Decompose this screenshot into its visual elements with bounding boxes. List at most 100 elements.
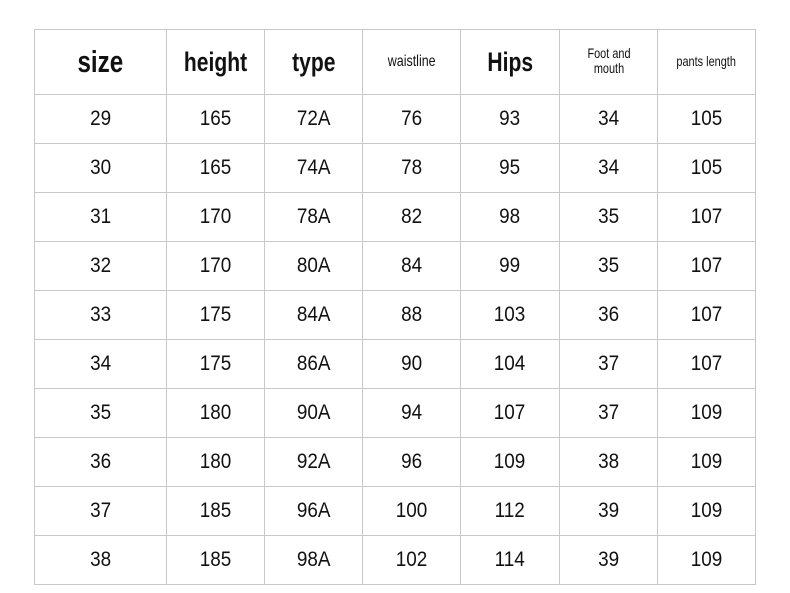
table-cell: 88 <box>362 290 461 340</box>
cell-value: 84 <box>400 254 423 277</box>
table-cell: 39 <box>559 535 658 585</box>
table-cell: 107 <box>657 241 756 291</box>
table-cell: 102 <box>362 535 461 585</box>
cell-value: 39 <box>597 499 620 522</box>
cell-value: 84A <box>296 303 331 326</box>
header-height: height <box>166 29 265 95</box>
table-row: 35 180 90A 94 107 37 109 <box>34 388 756 438</box>
table-row: 29 165 72A 76 93 34 105 <box>34 94 756 144</box>
table-cell: 34 <box>559 94 658 144</box>
table-cell: 105 <box>657 94 756 144</box>
cell-value: 109 <box>690 548 723 571</box>
table-row: 34 175 86A 90 104 37 107 <box>34 339 756 389</box>
table-cell: 109 <box>657 437 756 487</box>
table-cell: 33 <box>34 290 167 340</box>
header-label: Foot and mouth <box>586 45 631 76</box>
cell-value: 38 <box>89 548 112 571</box>
header-label: pants length <box>676 53 737 69</box>
table-cell: 107 <box>657 339 756 389</box>
table-cell: 39 <box>559 486 658 536</box>
cell-value: 109 <box>494 450 526 473</box>
cell-value: 90A <box>296 401 331 424</box>
table-row: 32 170 80A 84 99 35 107 <box>34 241 756 291</box>
cell-value: 170 <box>199 205 232 228</box>
cell-value: 165 <box>199 107 232 130</box>
cell-value: 165 <box>199 156 232 179</box>
table-cell: 35 <box>559 241 658 291</box>
cell-value: 35 <box>89 401 112 424</box>
cell-value: 78A <box>296 205 331 228</box>
cell-value: 92A <box>296 450 331 473</box>
table-cell: 37 <box>34 486 167 536</box>
cell-value: 175 <box>199 303 232 326</box>
table-cell: 96A <box>264 486 363 536</box>
cell-value: 100 <box>395 499 428 522</box>
table-cell: 37 <box>559 339 658 389</box>
table-cell: 170 <box>166 241 265 291</box>
cell-value: 90 <box>400 352 423 375</box>
table-cell: 82 <box>362 192 461 242</box>
cell-value: 72A <box>296 107 331 130</box>
cell-value: 94 <box>400 401 423 424</box>
table-cell: 175 <box>166 290 265 340</box>
table-cell: 185 <box>166 486 265 536</box>
cell-value: 105 <box>690 107 723 130</box>
table-row: 33 175 84A 88 103 36 107 <box>34 290 756 340</box>
table-cell: 84A <box>264 290 363 340</box>
cell-value: 30 <box>89 156 112 179</box>
cell-value: 175 <box>199 352 232 375</box>
table-cell: 36 <box>34 437 167 487</box>
table-cell: 105 <box>657 143 756 193</box>
table-cell: 100 <box>362 486 461 536</box>
table-cell: 36 <box>559 290 658 340</box>
table-cell: 86A <box>264 339 363 389</box>
cell-value: 107 <box>690 254 723 277</box>
table-cell: 30 <box>34 143 167 193</box>
table-cell: 109 <box>657 388 756 438</box>
table-cell: 34 <box>559 143 658 193</box>
table-cell: 185 <box>166 535 265 585</box>
table-cell: 35 <box>559 192 658 242</box>
header-label: waistline <box>387 53 436 70</box>
cell-value: 37 <box>597 401 620 424</box>
table-cell: 80A <box>264 241 363 291</box>
header-row: size height type waistline Hips Foot and… <box>34 29 756 95</box>
cell-value: 74A <box>296 156 331 179</box>
table-cell: 114 <box>460 535 560 585</box>
header-size: size <box>34 29 167 95</box>
cell-value: 35 <box>597 205 620 228</box>
header-label: height <box>183 46 248 77</box>
table-cell: 74A <box>264 143 363 193</box>
table-cell: 95 <box>460 143 560 193</box>
table-cell: 109 <box>460 437 560 487</box>
table-cell: 165 <box>166 143 265 193</box>
cell-value: 185 <box>199 548 232 571</box>
cell-value: 95 <box>499 156 521 179</box>
table-cell: 34 <box>34 339 167 389</box>
cell-value: 180 <box>199 401 232 424</box>
table-cell: 180 <box>166 437 265 487</box>
cell-value: 76 <box>400 107 423 130</box>
table-row: 31 170 78A 82 98 35 107 <box>34 192 756 242</box>
table-cell: 92A <box>264 437 363 487</box>
table-cell: 170 <box>166 192 265 242</box>
cell-value: 34 <box>89 352 112 375</box>
cell-value: 39 <box>597 548 620 571</box>
cell-value: 109 <box>690 499 723 522</box>
cell-value: 107 <box>690 205 723 228</box>
table-cell: 93 <box>460 94 560 144</box>
table-cell: 180 <box>166 388 265 438</box>
cell-value: 93 <box>499 107 521 130</box>
cell-value: 88 <box>400 303 423 326</box>
cell-value: 114 <box>494 548 526 571</box>
table-cell: 109 <box>657 535 756 585</box>
table-cell: 38 <box>34 535 167 585</box>
table-cell: 94 <box>362 388 461 438</box>
cell-value: 99 <box>499 254 521 277</box>
cell-value: 107 <box>690 303 723 326</box>
cell-value: 109 <box>690 450 723 473</box>
header-label: size <box>77 43 124 79</box>
cell-value: 78 <box>400 156 423 179</box>
cell-value: 170 <box>199 254 232 277</box>
cell-value: 36 <box>597 303 620 326</box>
